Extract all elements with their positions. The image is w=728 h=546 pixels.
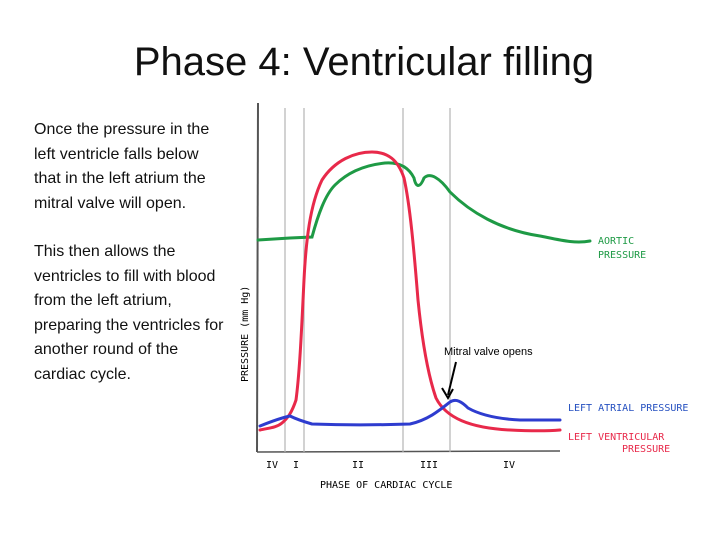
y-axis-label: PRESSURE (mm Hg) — [240, 286, 251, 382]
annotation-arrowhead — [441, 387, 454, 400]
phase-label: IV — [266, 460, 278, 471]
aortic-pressure-curve — [256, 161, 592, 244]
atrial-pressure-curve — [258, 398, 562, 428]
slide-body: Once the pressure in the left ventricle … — [34, 118, 224, 411]
phase-label: I — [293, 460, 299, 471]
y-axis-line — [256, 102, 259, 453]
ventricular-pressure-curve — [258, 150, 562, 433]
phase-label: IV — [503, 460, 515, 471]
paragraph-ventricle-filling: This then allows the ventricles to fill … — [34, 243, 224, 383]
phase-label: III — [420, 460, 438, 471]
aortic-label-line1: AORTIC — [598, 236, 634, 247]
annotation-arrow-shaft — [447, 361, 457, 396]
paragraph-mitral-valve: Once the pressure in the left ventricle … — [34, 121, 210, 212]
ventricular-label-line1: LEFT VENTRICULAR — [568, 432, 665, 443]
slide-title: Phase 4: Ventricular filling — [133, 40, 595, 84]
phase-label: II — [352, 460, 364, 471]
x-axis-line — [256, 450, 561, 453]
mitral-valve-annotation: Mitral valve opens — [444, 346, 533, 358]
ventricular-label-line2: PRESSURE — [622, 444, 670, 455]
aortic-label-line2: PRESSURE — [598, 250, 646, 261]
x-axis-label: PHASE OF CARDIAC CYCLE — [320, 480, 452, 491]
cardiac-pressure-diagram: Mitral valve opens AORTIC PRESSURE LEFT … — [240, 102, 688, 491]
atrial-label: LEFT ATRIAL PRESSURE — [568, 403, 688, 414]
